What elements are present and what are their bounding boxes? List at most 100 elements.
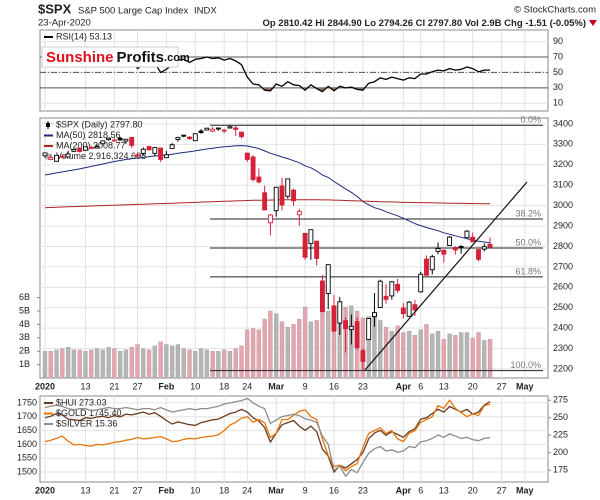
quote-item: Cl 2797.80 bbox=[416, 18, 462, 29]
volume-bar bbox=[366, 316, 371, 379]
date: 23-Apr-2020 bbox=[38, 18, 91, 29]
volume-bar bbox=[430, 333, 435, 379]
series-line bbox=[44, 401, 491, 473]
x-tick-label: 21 bbox=[109, 381, 119, 391]
volume-bar bbox=[129, 347, 134, 379]
candle-body bbox=[343, 320, 349, 330]
candle-body bbox=[372, 312, 377, 317]
y-tick-label: 1750 bbox=[17, 397, 37, 407]
volume-bar bbox=[239, 345, 244, 379]
volume-bar bbox=[418, 329, 423, 379]
candle-body bbox=[54, 154, 60, 162]
candle-body bbox=[331, 305, 337, 332]
x-tick-label: Feb bbox=[158, 485, 175, 495]
x-tick-label: 20 bbox=[468, 381, 478, 391]
candle-body bbox=[377, 280, 383, 308]
logo: Sunshine Profits.com bbox=[46, 49, 190, 66]
volume-bar bbox=[60, 348, 65, 379]
volume-bar bbox=[464, 332, 470, 379]
candle-body bbox=[123, 138, 129, 142]
candle-body bbox=[389, 281, 395, 297]
fib-label: 38.2% bbox=[515, 208, 541, 218]
volume-bar bbox=[401, 332, 406, 379]
candle-body bbox=[100, 140, 106, 145]
volume-bar bbox=[117, 351, 123, 379]
y-tick-label: 1B bbox=[19, 359, 30, 369]
candle-body bbox=[244, 152, 250, 160]
volume-bar bbox=[378, 320, 383, 379]
y-tick-label: 2200 bbox=[553, 363, 573, 373]
x-tick-label: Apr bbox=[396, 381, 412, 391]
x-tick-label: 13 bbox=[80, 485, 90, 495]
volume-bar bbox=[314, 320, 319, 379]
x-tick-label: 27 bbox=[497, 381, 507, 391]
candle-body bbox=[135, 154, 140, 157]
candle-body bbox=[187, 136, 192, 140]
logo-part: Profits bbox=[117, 49, 165, 66]
candle-body bbox=[273, 186, 279, 212]
candle-body bbox=[296, 210, 302, 216]
y-tick-label: 30 bbox=[553, 82, 563, 92]
y-tick-label: 90 bbox=[553, 36, 563, 46]
candle-body bbox=[447, 236, 453, 246]
quote-item: Chg -1.51 (-0.05%) bbox=[504, 18, 586, 29]
x-tick-label: 27 bbox=[132, 381, 142, 391]
candle-body bbox=[314, 240, 320, 259]
candle-body bbox=[476, 249, 481, 260]
volume-bar bbox=[222, 349, 227, 379]
volume-bar bbox=[106, 347, 111, 379]
y-tick-label: 1700 bbox=[17, 411, 37, 421]
candle-body bbox=[169, 144, 175, 149]
y-tick-label: 225 bbox=[553, 430, 568, 440]
volume-bar bbox=[447, 333, 452, 379]
logo-part: Sunshine bbox=[46, 49, 114, 66]
candle-body bbox=[163, 154, 169, 159]
volume-bar bbox=[435, 330, 441, 379]
x-tick-label: 24 bbox=[242, 381, 252, 391]
candle-body bbox=[215, 127, 221, 130]
x-tick-label: 20 bbox=[468, 485, 478, 495]
x-tick-label: Mar bbox=[268, 485, 285, 495]
volume-bar bbox=[424, 324, 429, 379]
x-tick-label: 24 bbox=[242, 485, 252, 495]
y-tick-label: 2800 bbox=[553, 241, 573, 251]
plot-layer: 10 30 50 70 90 RSI(14) 53.13 2200 2300 2400 2500 2… bbox=[17, 30, 573, 495]
rsi-panel bbox=[39, 29, 549, 112]
y-tick-label: 275 bbox=[553, 395, 568, 405]
volume-bar bbox=[216, 351, 221, 379]
volume-bar bbox=[389, 330, 394, 379]
volume-bar bbox=[100, 349, 105, 379]
x-tick-label: May bbox=[516, 381, 534, 391]
candle-body bbox=[487, 243, 493, 248]
candle-body bbox=[227, 126, 233, 129]
volume-bar bbox=[170, 345, 175, 379]
y-tick-label: 10 bbox=[553, 98, 563, 108]
candle-body bbox=[158, 147, 164, 160]
candle-body bbox=[83, 146, 88, 151]
candle-body bbox=[146, 146, 152, 151]
x-tick-label: 27 bbox=[497, 485, 507, 495]
y-tick-label: 2700 bbox=[553, 261, 573, 271]
moving-average bbox=[44, 145, 491, 244]
legend-label: $GOLD 1745.40 bbox=[56, 408, 122, 418]
volume-bar bbox=[406, 330, 412, 379]
volume-bar bbox=[395, 325, 400, 379]
x-tick-label: 16 bbox=[329, 381, 339, 391]
y-tick-label: 200 bbox=[553, 447, 568, 457]
candle-body bbox=[325, 264, 331, 294]
y-tick-label: 250 bbox=[553, 412, 568, 422]
candle-body bbox=[140, 148, 146, 154]
volume-bar bbox=[268, 310, 273, 379]
candle-body bbox=[360, 350, 366, 362]
volume-bar bbox=[383, 326, 389, 379]
y-tick-label: 1500 bbox=[17, 466, 37, 476]
candle-body bbox=[435, 248, 441, 252]
candle-body bbox=[424, 258, 429, 276]
y-tick-label: 3100 bbox=[553, 180, 573, 190]
legend-label: Volume 2,916,324,608 bbox=[56, 151, 146, 161]
legend-label: MA(50) 2818.56 bbox=[56, 130, 121, 140]
volume-bar bbox=[459, 332, 464, 379]
volume-bar bbox=[233, 348, 238, 379]
logo-part: .com bbox=[164, 52, 190, 64]
quote-item: Lo 2794.26 bbox=[364, 18, 413, 29]
